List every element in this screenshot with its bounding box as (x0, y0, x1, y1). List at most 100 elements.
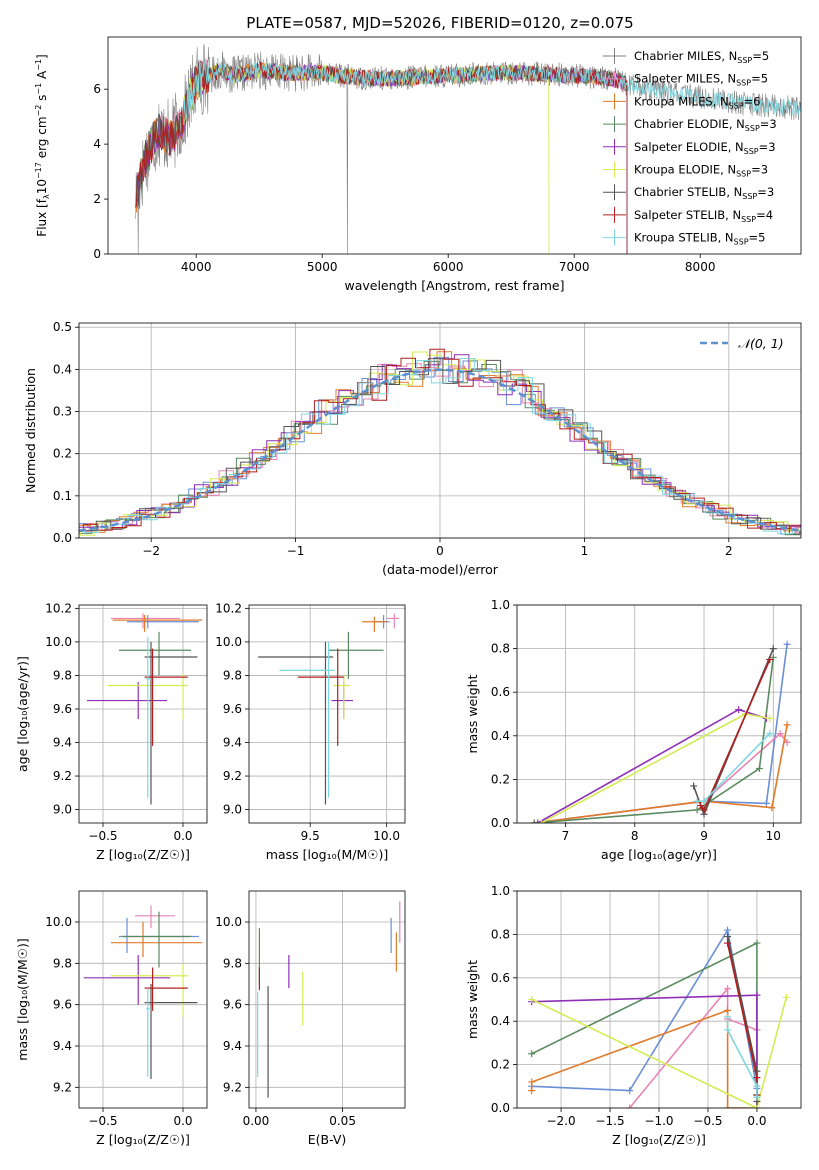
point-marker (766, 714, 774, 722)
point-marker (783, 738, 791, 746)
axes-border (78, 604, 208, 824)
point-marker (753, 1104, 761, 1108)
salpeter-stelib-series (697, 656, 774, 814)
legend-value: =3 (757, 185, 774, 199)
chabrier-stelib-errorbar (144, 984, 198, 1080)
point-marker (534, 819, 542, 823)
point-marker (528, 1078, 536, 1086)
chabrier-stelib-errorbar (144, 641, 198, 805)
y-tick-label: 6 (93, 82, 101, 96)
x-tick-label: 0 (436, 544, 444, 558)
y-tick-label: 9.6 (223, 998, 242, 1012)
axes-frame: 4000 5000 6000 7000 8000 0 2 4 6 wavelength [Angs… (34, 36, 802, 293)
grid-lines (249, 605, 405, 823)
y-tick-label: 9.8 (223, 956, 242, 970)
point-marker (768, 804, 776, 812)
massweight-vs-metallicity-panel: −2.0 −1.5 −1.0 −0.5 0.0 0.0 0.2 0.4 0.6 0.8 1.0 Z [… (465, 884, 802, 1147)
chabrier-elodie-errorbar (328, 631, 384, 679)
y-tick-label: 9.2 (53, 1080, 72, 1094)
point-marker (724, 926, 732, 934)
y-axis-label-part: ] (35, 54, 49, 59)
y-tick-label: 1.0 (491, 598, 510, 612)
x-tick-label: 0.0 (747, 1114, 766, 1128)
y-axis-label-part: −1 (34, 59, 43, 71)
point-marker (724, 939, 732, 947)
salpeter-stelib-errorbar (144, 648, 188, 746)
chabrier-elodie-errorbar (119, 631, 191, 676)
normal-curve-line (79, 368, 801, 532)
age-vs-metallicity-panel: −0.5 0.0 9.0 9.2 9.4 9.6 9.8 10.0 10.2 Z [log₁₀(Z… (15, 601, 208, 862)
point-marker (755, 765, 763, 772)
point-marker (753, 1093, 761, 1101)
point-marker (724, 985, 732, 993)
chabrier-elodie-errorbar (122, 911, 191, 968)
y-tick-label: 0.4 (491, 1014, 510, 1028)
chabrier-elodie-histogram-line (79, 360, 801, 536)
point-marker (626, 1087, 634, 1095)
plot-area (83, 905, 203, 1080)
axes-border (516, 604, 802, 824)
legend-subscript: SSP (736, 170, 751, 179)
legend-text: Salpeter MILES, N (634, 72, 736, 86)
series-line (534, 724, 788, 823)
y-axis-label-part: λ (42, 194, 51, 199)
y-tick-label: 0.6 (491, 971, 510, 985)
x-tick-label: 10.0 (373, 829, 400, 843)
plot-area (528, 926, 790, 1108)
axes-frame: −0.5 0.0 9.0 9.2 9.4 9.6 9.8 10.0 10.2 Z [log₁₀(Z… (15, 601, 208, 862)
salpeter-stelib-errorbar (297, 648, 344, 746)
residual-legend: 𝒩(0, 1) (700, 336, 784, 351)
x-tick-label: −1 (287, 544, 305, 558)
x-tick-label: 6000 (433, 260, 464, 274)
series-line (726, 1016, 758, 1098)
y-tick-label: 10.2 (215, 601, 242, 615)
x-tick-label: 0.0 (173, 1114, 192, 1128)
mass-vs-ebv-panel: 0.00 0.05 9.2 9.4 9.6 9.8 10.0 E(B-V) (215, 890, 406, 1147)
chabrier-miles-series (528, 926, 761, 1101)
y-tick-label: 0.2 (53, 447, 72, 461)
series-line (531, 927, 758, 1098)
legend-entry: Salpeter STELIB, NSSP=4 (634, 208, 773, 224)
age-vs-mass-panel: 9.5 10.0 9.0 9.2 9.4 9.6 9.8 10.0 10.2 mass [log₁… (215, 601, 406, 862)
plot-area (87, 613, 203, 805)
axes-frame: −2 −1 0 1 2 0.0 0.1 0.2 0.3 0.4 0.5 (data-model)/er… (23, 320, 802, 577)
legend-entry: Kroupa STELIB, NSSP=5 (634, 231, 765, 247)
x-tick-label: 7000 (559, 260, 590, 274)
axes-border (248, 604, 406, 824)
x-tick-label: 0.05 (329, 1114, 356, 1128)
kroupa-elodie-histogram-line (79, 351, 801, 536)
point-marker (528, 1050, 536, 1058)
point-marker (753, 1074, 761, 1082)
point-marker (700, 806, 708, 814)
x-tick-label: 8000 (685, 260, 716, 274)
series-line (534, 732, 788, 823)
point-marker (783, 640, 791, 648)
x-tick-label: −1.0 (644, 1114, 673, 1128)
y-axis-label-part: Flux [f (35, 198, 49, 236)
kroupa-miles-errorbar (362, 616, 387, 632)
y-tick-label: 9.8 (53, 668, 72, 682)
legend-text: Chabrier STELIB, N (634, 185, 742, 199)
x-tick-label: −1.5 (595, 1114, 624, 1128)
point-marker (724, 1104, 732, 1108)
grid-lines (79, 605, 207, 823)
y-axis-label-part: −1 (34, 83, 43, 95)
y-tick-label: 9.8 (223, 668, 242, 682)
y-tick-label: 0.0 (491, 1101, 510, 1115)
kroupa-elodie-series (537, 710, 774, 823)
legend-subscript: SSP (741, 215, 756, 224)
y-tick-label: 9.2 (223, 1080, 242, 1094)
plot-area (79, 348, 801, 537)
x-axis-label: age [log₁₀(age/yr)] (601, 847, 717, 862)
plot-area (257, 901, 401, 1098)
x-axis-label: Z [log₁₀(Z/Z☉)] (612, 1132, 706, 1147)
y-tick-label: 10.2 (45, 601, 72, 615)
axes-border (248, 890, 406, 1109)
y-tick-label: 0.3 (53, 405, 72, 419)
x-tick-label: 9 (700, 829, 708, 843)
salpeter-miles-errorbar (111, 613, 180, 629)
y-tick-label: 0.5 (53, 320, 72, 334)
x-axis-label: mass [log₁₀(M/M☉)] (266, 847, 388, 862)
y-tick-label: 9.6 (223, 702, 242, 716)
